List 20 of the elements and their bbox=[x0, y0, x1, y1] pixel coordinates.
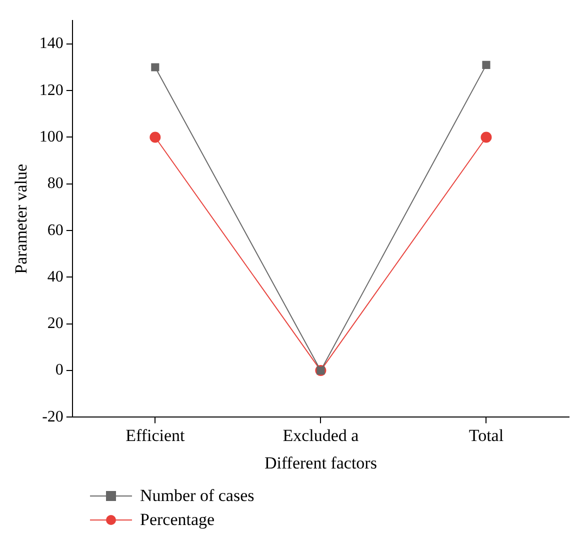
point bbox=[480, 132, 492, 143]
x-axis-title: Different factors bbox=[264, 453, 377, 472]
y-tick-label: 0 bbox=[55, 362, 64, 379]
y-tick-label: -20 bbox=[42, 408, 64, 426]
x-tick-label: Efficient bbox=[126, 426, 186, 445]
legend-label: Percentage bbox=[140, 510, 215, 530]
x-tick-label: Total bbox=[468, 426, 504, 445]
y-tick-label: 40 bbox=[47, 268, 64, 286]
x-tick-label: Excluded a bbox=[282, 426, 360, 445]
y-tick-label: 60 bbox=[47, 222, 64, 239]
y-tick-label: 20 bbox=[47, 315, 64, 332]
y-tick-label: 100 bbox=[39, 128, 64, 146]
y-tick-label: 140 bbox=[39, 35, 64, 52]
point bbox=[150, 132, 161, 143]
y-tick-label: 80 bbox=[47, 175, 64, 192]
y-axis-title: Parameter value bbox=[12, 164, 31, 274]
point bbox=[482, 60, 490, 69]
point bbox=[151, 63, 160, 72]
y-tick-label: 120 bbox=[39, 82, 64, 99]
legend-label: Number of cases bbox=[140, 486, 254, 506]
